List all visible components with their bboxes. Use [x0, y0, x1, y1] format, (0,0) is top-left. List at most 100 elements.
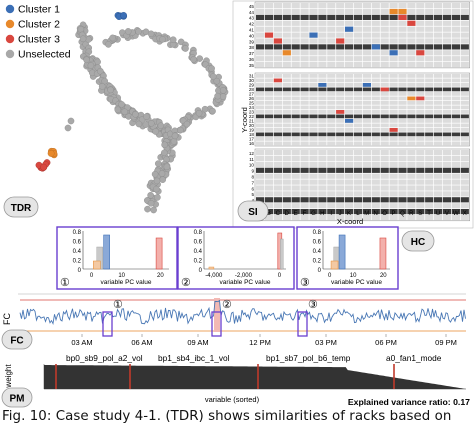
tdr-legend: Cluster 1 Cluster 2 Cluster 3 Unselected — [5, 4, 71, 61]
si-rack-cell — [353, 87, 363, 92]
si-rack-cell — [282, 26, 291, 32]
si-rack-cell — [336, 132, 345, 137]
si-rack-cell — [353, 185, 363, 191]
si-rack-cell — [353, 62, 363, 68]
tdr-point-unselected — [159, 176, 166, 183]
si-rack-cell — [425, 87, 434, 92]
si-rack-cell — [327, 167, 336, 173]
si-rack-cell — [398, 167, 407, 173]
si-y-tick: 5 — [251, 192, 254, 197]
si-rack-cell — [398, 87, 407, 92]
si-rack-cell — [345, 209, 354, 215]
si-rack-cell — [425, 32, 434, 38]
si-rack-cell — [264, 110, 274, 114]
si-rack-cell — [291, 56, 300, 62]
si-rack-cell — [309, 8, 318, 15]
si-rack-cell — [362, 197, 371, 203]
si-rack-cell — [300, 119, 309, 123]
si-rack-cell — [451, 38, 460, 44]
si-rack-cell — [327, 114, 336, 119]
si-rack-cell — [416, 197, 425, 203]
si-rack-cell — [460, 209, 469, 215]
si-rack-cell — [353, 32, 363, 38]
si-rack-cell — [442, 173, 452, 179]
si-rack-cell — [353, 83, 363, 87]
si-rack-cell — [256, 87, 265, 92]
si-rack-cell — [309, 197, 318, 203]
si-rack-highlight — [362, 83, 371, 87]
si-rack-cell — [282, 203, 291, 209]
si-rack-cell — [362, 209, 371, 215]
si-rack-cell — [309, 92, 318, 96]
si-rack-cell — [398, 123, 407, 128]
si-rack-cell — [380, 14, 389, 20]
si-rack-cell — [407, 50, 416, 56]
legend-label-unselected: Unselected — [18, 49, 71, 61]
si-rack-cell — [416, 26, 425, 32]
si-rack-cell — [273, 3, 282, 9]
si-rack-cell — [398, 185, 407, 191]
hc-plot-marker: ① — [60, 277, 70, 289]
si-x-tick: B — [267, 211, 271, 217]
si-rack-cell — [362, 141, 371, 146]
si-rack-cell — [256, 74, 265, 78]
si-rack-cell — [327, 161, 336, 167]
si-rack-cell — [362, 74, 371, 78]
si-rack-cell — [256, 8, 265, 15]
si-rack-cell — [264, 3, 274, 9]
si-rack-cell — [362, 3, 371, 9]
si-rack-cell — [273, 74, 282, 78]
si-rack-cell — [309, 173, 318, 179]
si-rack-cell — [398, 83, 407, 87]
si-rack-cell — [282, 141, 291, 146]
si-y-tick: 6 — [251, 186, 254, 191]
si-rack-cell — [425, 62, 434, 68]
si-rack-cell — [460, 3, 469, 9]
si-rack-cell — [264, 214, 274, 221]
si-rack-cell — [282, 92, 291, 96]
si-rack-cell — [345, 20, 354, 26]
tdr-panel-label: TDR — [11, 203, 32, 214]
si-rack-cell — [389, 203, 398, 209]
si-rack-cell — [451, 50, 460, 56]
si-y-tick: 12 — [249, 151, 255, 156]
si-rack-cell — [425, 114, 434, 119]
si-rack-cell — [451, 191, 460, 197]
si-rack-cell — [416, 32, 425, 38]
si-rack-cell — [318, 173, 327, 179]
fc-x-tick: 12 PM — [249, 338, 271, 347]
si-rack-cell — [442, 105, 452, 110]
si-rack-cell — [291, 197, 300, 203]
si-rack-cell — [362, 87, 371, 92]
hc-x-label: variable PC value — [220, 279, 271, 286]
si-rack-cell — [300, 78, 309, 83]
si-rack-cell — [407, 197, 416, 203]
figure-caption: Fig. 10: Case study 4-1. (TDR) shows sim… — [2, 409, 452, 424]
si-rack-cell — [256, 179, 265, 185]
si-rack-cell — [371, 105, 380, 110]
si-rack-cell — [336, 105, 345, 110]
si-x-tick: L — [356, 211, 360, 217]
tdr-point-unselected — [208, 65, 215, 72]
si-rack-highlight — [389, 128, 398, 132]
si-rack-cell — [256, 20, 265, 26]
si-rack-cell — [345, 197, 354, 203]
si-rack-cell — [407, 32, 416, 38]
si-rack-cell — [327, 128, 336, 132]
si-rack-cell — [345, 74, 354, 78]
si-rack-cell — [371, 185, 380, 191]
si-rack-cell — [425, 26, 434, 32]
si-rack-cell — [327, 26, 336, 32]
si-rack-cell — [362, 155, 371, 162]
si-rack-highlight — [273, 38, 282, 44]
si-rack-cell — [389, 20, 398, 26]
si-rack-cell — [416, 92, 425, 96]
si-rack-cell — [380, 185, 389, 191]
tdr-point-unselected — [183, 120, 191, 128]
si-rack-cell — [273, 185, 282, 191]
si-rack-cell — [264, 74, 274, 78]
si-rack-cell — [353, 209, 363, 215]
si-rack-cell — [327, 8, 336, 15]
si-rack-cell — [345, 8, 354, 15]
si-x-tick: I — [330, 211, 332, 217]
